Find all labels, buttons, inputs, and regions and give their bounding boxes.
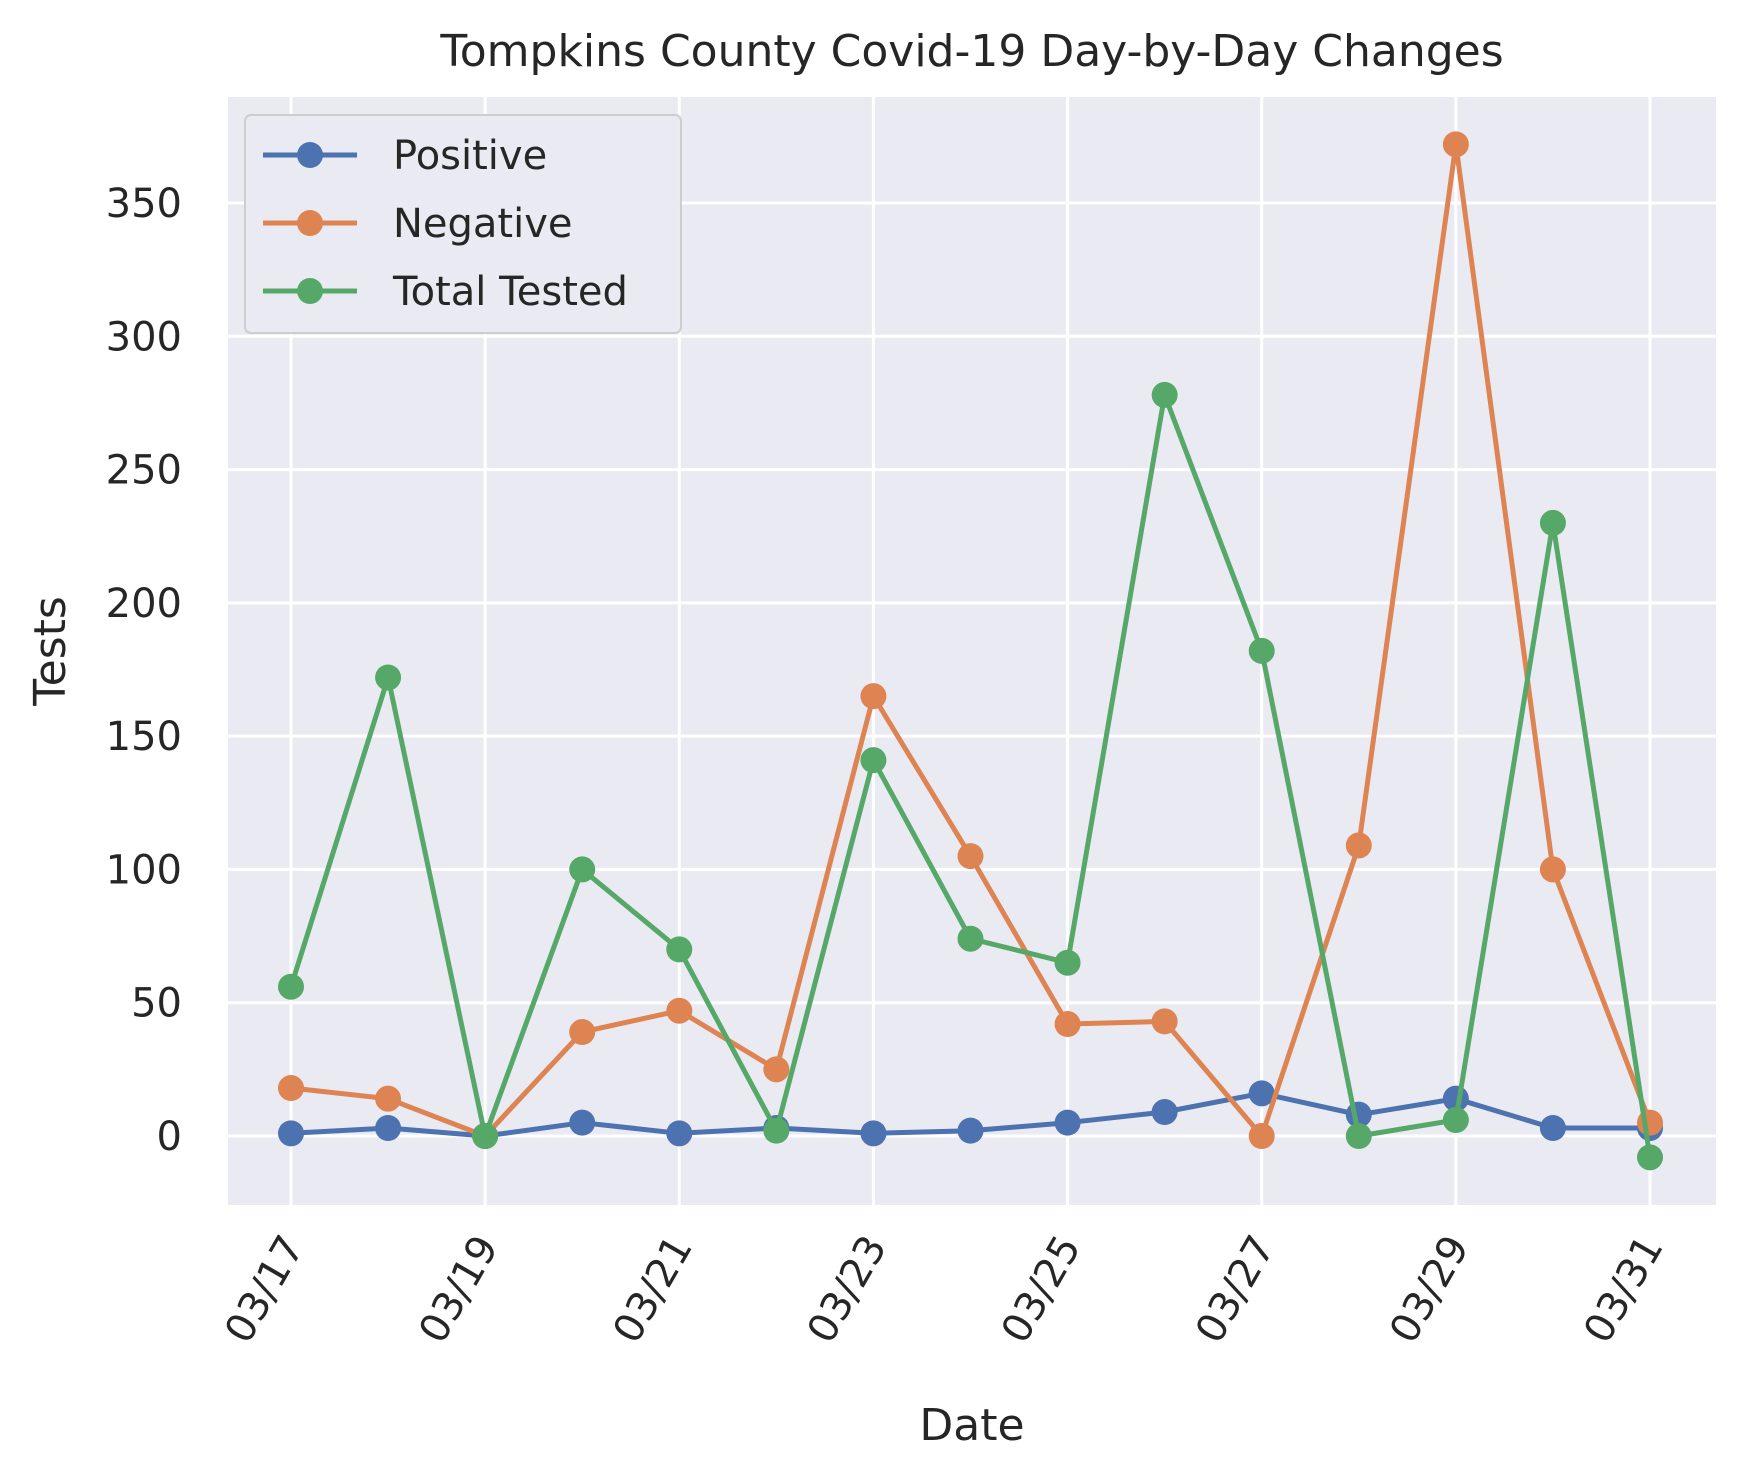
data-point <box>569 1109 596 1136</box>
data-point <box>1345 1123 1372 1149</box>
data-point <box>763 1056 790 1083</box>
data-point <box>375 1115 402 1142</box>
data-point <box>1151 1008 1178 1035</box>
data-point <box>1442 131 1469 158</box>
series-total-tested <box>278 381 1663 1171</box>
y-tick-label: 350 <box>106 181 182 227</box>
data-point <box>666 936 693 963</box>
chart-title: Tompkins County Covid-19 Day-by-Day Chan… <box>439 26 1503 77</box>
data-point <box>1539 1115 1566 1142</box>
data-point <box>860 747 887 774</box>
x-tick-label: 03/23 <box>799 1228 896 1351</box>
y-axis-label: Tests <box>25 596 76 707</box>
data-point <box>1637 1144 1663 1171</box>
data-point <box>1151 381 1178 408</box>
data-point <box>472 1123 499 1149</box>
data-point <box>860 683 887 710</box>
y-tick-label: 50 <box>131 981 182 1027</box>
data-point <box>666 997 693 1024</box>
data-point <box>1248 1123 1275 1149</box>
legend-marker <box>297 142 323 168</box>
data-point <box>1054 949 1081 976</box>
data-point <box>1539 856 1566 883</box>
y-tick-label: 250 <box>106 448 182 494</box>
data-point <box>1442 1107 1469 1134</box>
x-tick-label: 03/17 <box>216 1228 313 1351</box>
data-point <box>763 1117 790 1144</box>
data-point <box>1248 637 1275 664</box>
data-point <box>957 843 984 870</box>
y-tick-label: 0 <box>157 1114 182 1160</box>
x-tick-label: 03/25 <box>993 1228 1090 1351</box>
y-tick-label: 150 <box>106 714 182 760</box>
data-point <box>278 1075 304 1102</box>
y-tick-label: 200 <box>106 581 182 627</box>
data-point <box>278 973 304 1000</box>
data-point <box>375 664 402 691</box>
legend-marker <box>297 278 323 304</box>
legend-label: Positive <box>393 133 547 179</box>
x-tick-labels: 03/17 03/19 03/21 03/23 03/25 03/27 03/29 03/31 <box>216 1228 1672 1351</box>
data-point <box>375 1085 402 1112</box>
y-tick-label: 100 <box>106 847 182 893</box>
data-point <box>957 925 984 952</box>
data-point <box>1151 1099 1178 1126</box>
x-axis-label: Date <box>919 1400 1024 1451</box>
x-tick-label: 03/31 <box>1575 1228 1672 1351</box>
legend-label: Total Tested <box>392 269 628 315</box>
legend-item: Total Tested <box>263 269 628 315</box>
data-point <box>569 856 596 883</box>
data-point <box>278 1120 304 1147</box>
data-point <box>1054 1109 1081 1136</box>
y-tick-labels: 0 50 100 150 200 250 300 350 <box>106 181 182 1160</box>
x-tick-label: 03/27 <box>1187 1228 1284 1351</box>
data-point <box>569 1019 596 1046</box>
legend-item: Negative <box>263 201 573 247</box>
legend-label: Negative <box>393 201 573 247</box>
x-tick-label: 03/19 <box>410 1228 507 1351</box>
data-point <box>860 1120 887 1147</box>
data-point <box>666 1120 693 1147</box>
data-point <box>1345 832 1372 859</box>
legend-item: Positive <box>263 133 547 179</box>
legend: Positive Negative Total Tested <box>244 114 682 334</box>
series-layer <box>278 131 1663 1171</box>
data-point <box>1539 509 1566 536</box>
data-point <box>1248 1080 1275 1107</box>
legend-marker <box>297 210 323 236</box>
legend-frame <box>244 114 682 334</box>
y-tick-label: 300 <box>106 314 182 360</box>
data-point <box>957 1117 984 1144</box>
data-point <box>1054 1011 1081 1038</box>
x-tick-label: 03/29 <box>1381 1228 1478 1351</box>
x-tick-label: 03/21 <box>604 1228 701 1351</box>
